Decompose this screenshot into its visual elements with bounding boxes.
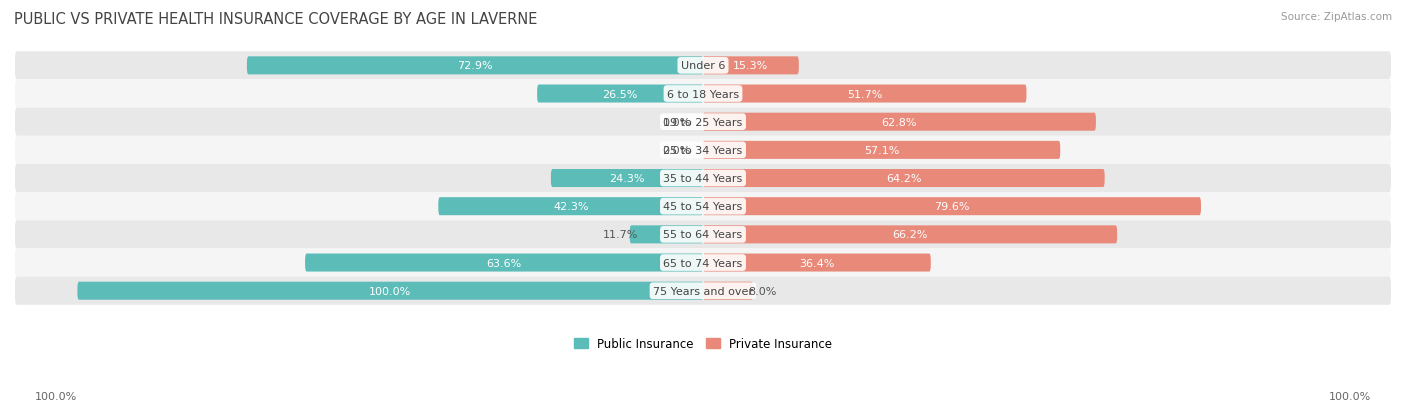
Text: 65 to 74 Years: 65 to 74 Years xyxy=(664,258,742,268)
FancyBboxPatch shape xyxy=(15,192,1391,221)
FancyBboxPatch shape xyxy=(703,226,1118,244)
Text: 19 to 25 Years: 19 to 25 Years xyxy=(664,117,742,127)
Text: 57.1%: 57.1% xyxy=(863,145,900,155)
Text: 24.3%: 24.3% xyxy=(609,173,645,184)
FancyBboxPatch shape xyxy=(703,170,1105,188)
FancyBboxPatch shape xyxy=(15,164,1391,192)
FancyBboxPatch shape xyxy=(703,57,799,75)
FancyBboxPatch shape xyxy=(537,85,703,103)
Text: 11.7%: 11.7% xyxy=(603,230,638,240)
Text: 62.8%: 62.8% xyxy=(882,117,917,127)
FancyBboxPatch shape xyxy=(247,57,703,75)
Text: 15.3%: 15.3% xyxy=(733,61,769,71)
FancyBboxPatch shape xyxy=(439,198,703,216)
Text: Under 6: Under 6 xyxy=(681,61,725,71)
FancyBboxPatch shape xyxy=(551,170,703,188)
Legend: Public Insurance, Private Insurance: Public Insurance, Private Insurance xyxy=(569,332,837,355)
Text: 26.5%: 26.5% xyxy=(602,89,638,99)
Text: 6 to 18 Years: 6 to 18 Years xyxy=(666,89,740,99)
FancyBboxPatch shape xyxy=(77,282,703,300)
Text: 8.0%: 8.0% xyxy=(748,286,776,296)
Text: 72.9%: 72.9% xyxy=(457,61,494,71)
Text: PUBLIC VS PRIVATE HEALTH INSURANCE COVERAGE BY AGE IN LAVERNE: PUBLIC VS PRIVATE HEALTH INSURANCE COVER… xyxy=(14,12,537,27)
FancyBboxPatch shape xyxy=(15,80,1391,108)
Text: 45 to 54 Years: 45 to 54 Years xyxy=(664,202,742,212)
Text: 100.0%: 100.0% xyxy=(35,391,77,401)
Text: 36.4%: 36.4% xyxy=(799,258,835,268)
FancyBboxPatch shape xyxy=(703,114,1095,131)
Text: 51.7%: 51.7% xyxy=(846,89,883,99)
Text: 25 to 34 Years: 25 to 34 Years xyxy=(664,145,742,155)
Text: 0.0%: 0.0% xyxy=(662,145,690,155)
FancyBboxPatch shape xyxy=(15,277,1391,305)
FancyBboxPatch shape xyxy=(630,226,703,244)
FancyBboxPatch shape xyxy=(15,52,1391,80)
Text: 100.0%: 100.0% xyxy=(370,286,412,296)
Text: 79.6%: 79.6% xyxy=(934,202,970,212)
Text: 55 to 64 Years: 55 to 64 Years xyxy=(664,230,742,240)
Text: 75 Years and over: 75 Years and over xyxy=(652,286,754,296)
Text: 0.0%: 0.0% xyxy=(662,117,690,127)
Text: 100.0%: 100.0% xyxy=(1329,391,1371,401)
FancyBboxPatch shape xyxy=(703,282,754,300)
FancyBboxPatch shape xyxy=(15,249,1391,277)
FancyBboxPatch shape xyxy=(703,85,1026,103)
Text: 42.3%: 42.3% xyxy=(553,202,589,212)
Text: 64.2%: 64.2% xyxy=(886,173,921,184)
FancyBboxPatch shape xyxy=(305,254,703,272)
Text: 66.2%: 66.2% xyxy=(893,230,928,240)
FancyBboxPatch shape xyxy=(703,142,1060,159)
FancyBboxPatch shape xyxy=(15,136,1391,164)
Text: 63.6%: 63.6% xyxy=(486,258,522,268)
FancyBboxPatch shape xyxy=(15,221,1391,249)
Text: 35 to 44 Years: 35 to 44 Years xyxy=(664,173,742,184)
FancyBboxPatch shape xyxy=(703,198,1201,216)
FancyBboxPatch shape xyxy=(15,108,1391,136)
Text: Source: ZipAtlas.com: Source: ZipAtlas.com xyxy=(1281,12,1392,22)
FancyBboxPatch shape xyxy=(703,254,931,272)
